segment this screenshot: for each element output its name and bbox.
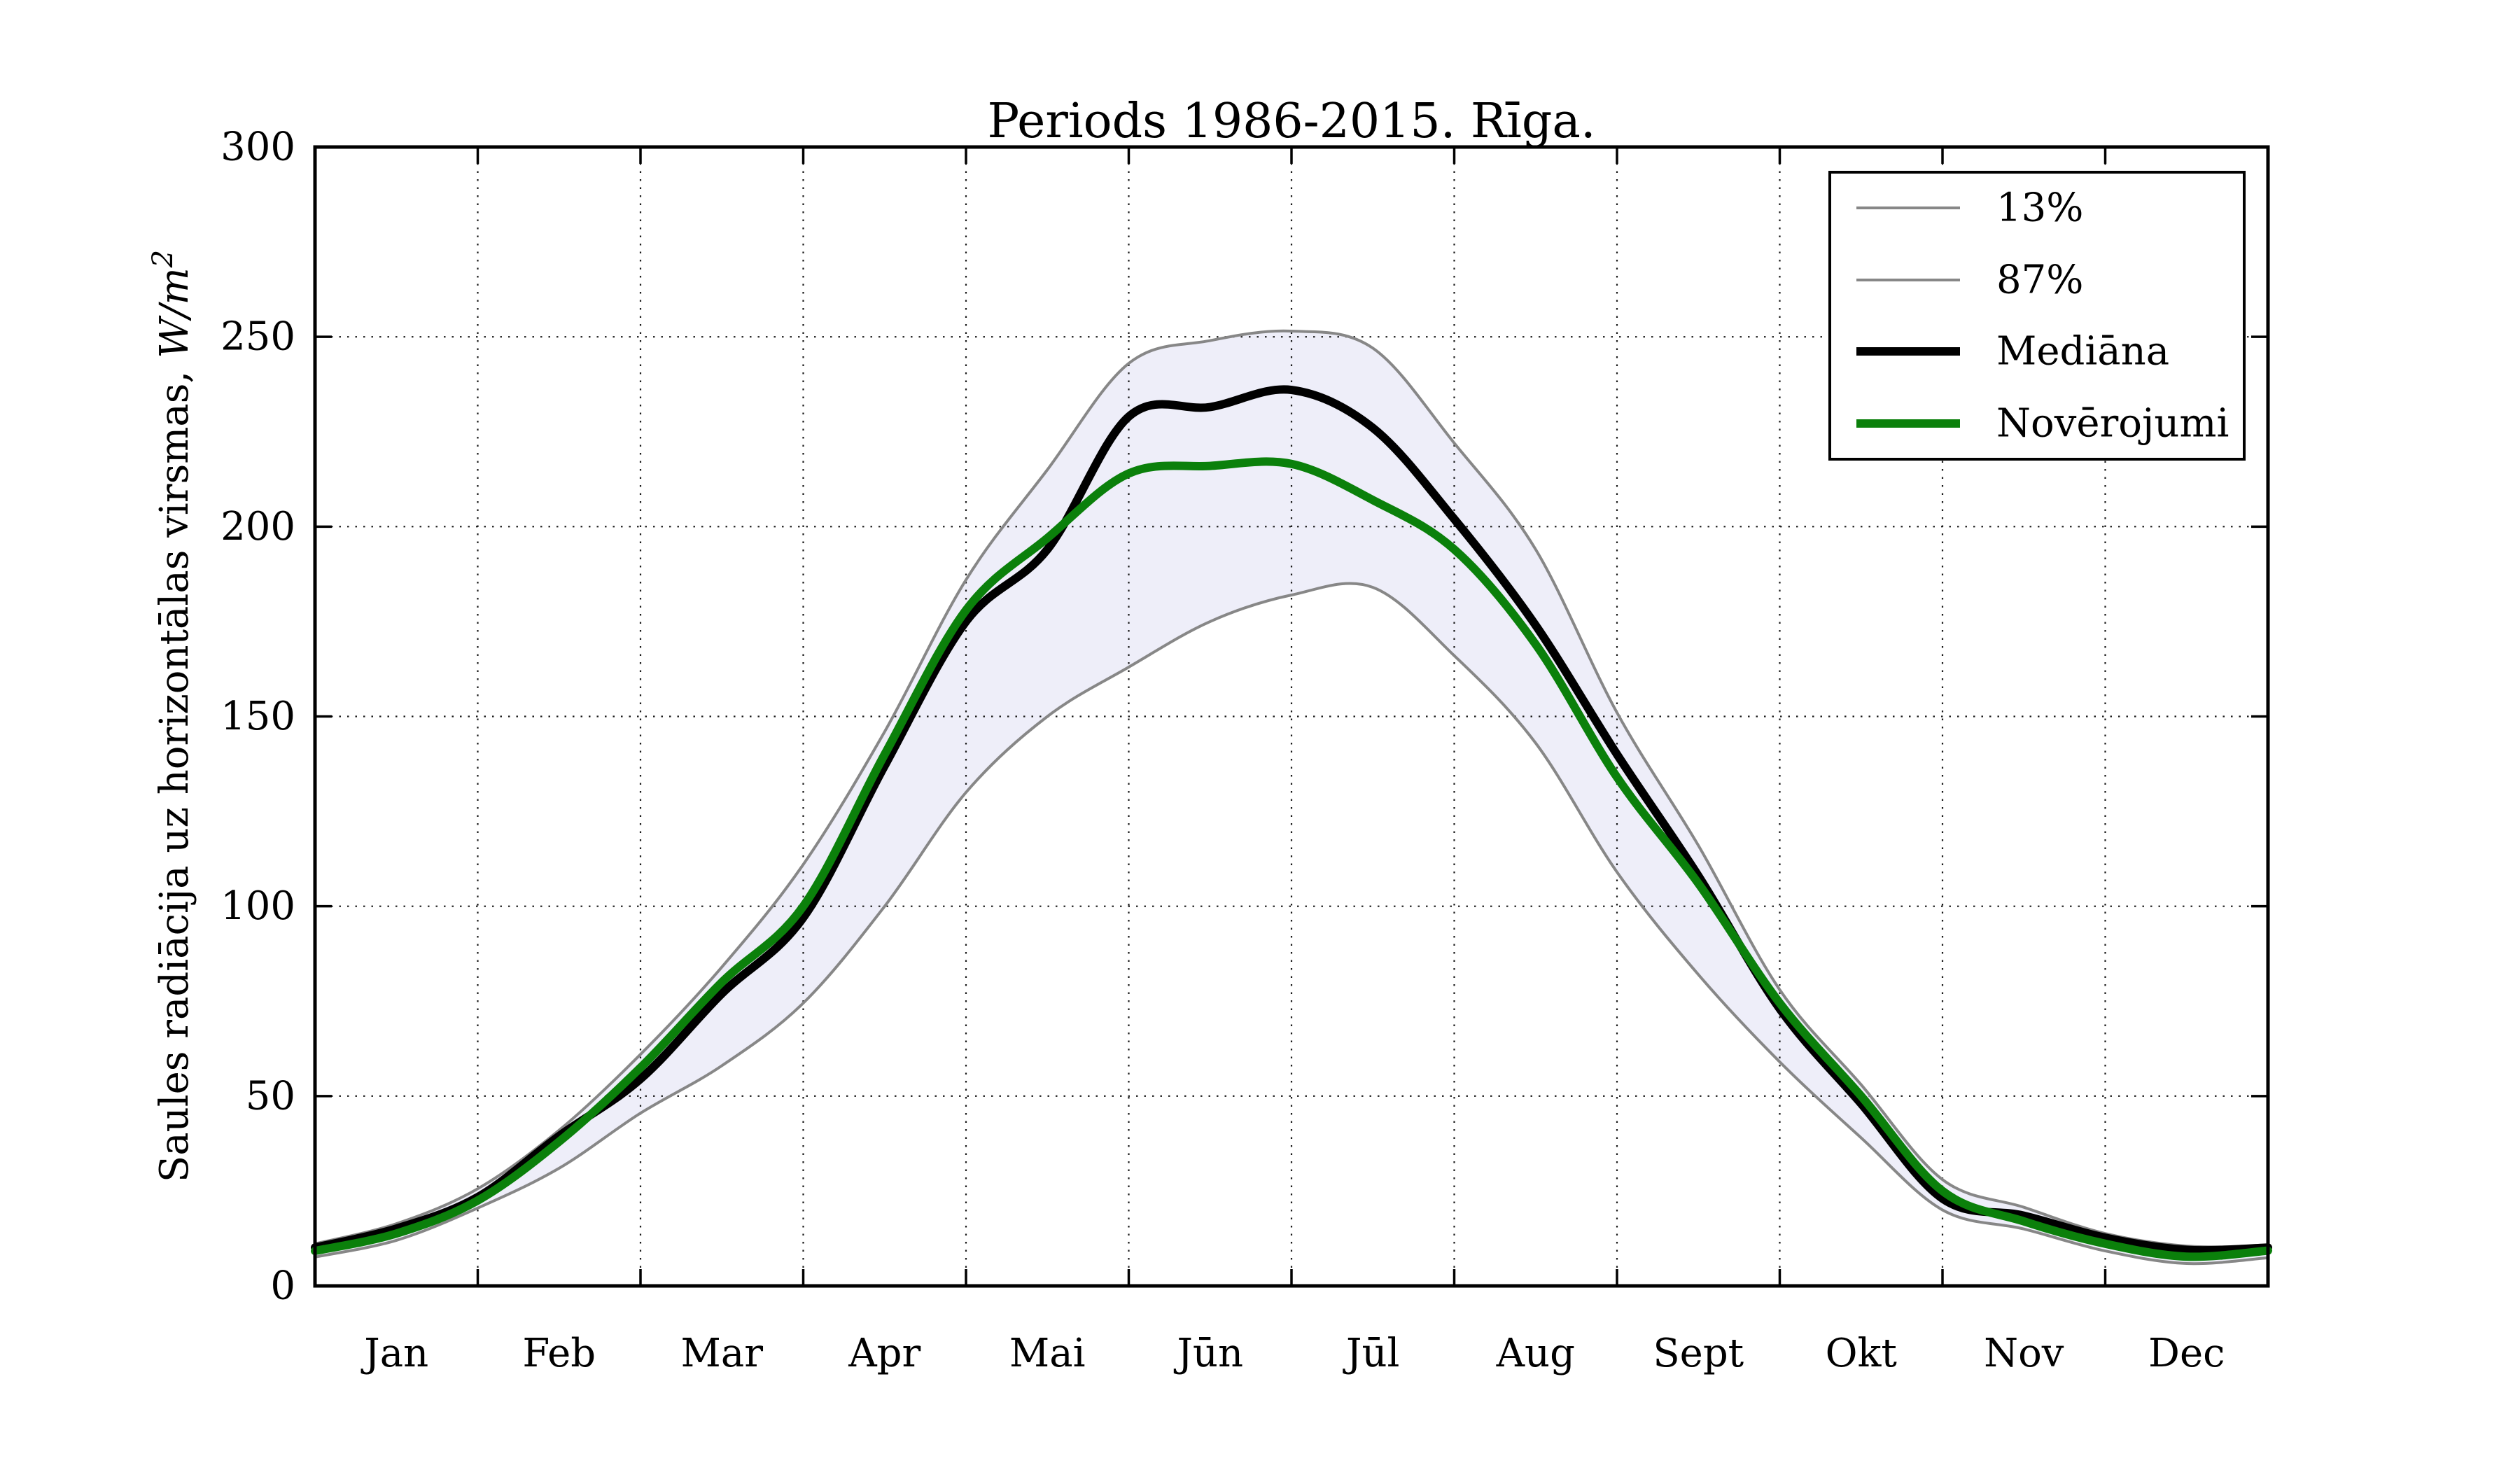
legend-label-noverojumi: Novērojumi <box>1996 401 2229 447</box>
x-tick-label-okt: Okt <box>1826 1331 1898 1376</box>
curve-13 <box>314 582 2269 1266</box>
legend-label-87-percent: 87% <box>1996 258 2083 303</box>
x-tick-label-apr: Apr <box>848 1331 920 1376</box>
y-axis-label-text: Saules radiācija uz horizontālas virsmas… <box>152 358 197 1182</box>
curve-noverojumi <box>311 457 2272 1261</box>
x-tick-label-jan: Jan <box>360 1331 428 1376</box>
y-tick-label: 200 <box>220 504 295 550</box>
y-tick-label: 0 <box>270 1264 295 1309</box>
x-tick-label-feb: Feb <box>522 1331 596 1376</box>
curve-mediana <box>311 385 2272 1255</box>
legend-box <box>1828 171 2246 461</box>
x-tick-label-mar: Mar <box>681 1331 764 1376</box>
y-tick-label: 150 <box>220 694 295 739</box>
y-axis-label-units: W/m <box>152 267 197 358</box>
y-tick-label: 300 <box>220 125 295 170</box>
plot-frame <box>313 145 2270 1288</box>
y-axis-label: Saules radiācija uz horizontālas virsmas… <box>147 250 197 1182</box>
curves-layer <box>311 329 2272 1266</box>
legend-label-mediana: Mediāna <box>1996 329 2169 374</box>
chart-title: Periods 1986-2015. Rīga. <box>987 94 1595 149</box>
percentile-band <box>315 330 2268 1264</box>
y-tick-label: 50 <box>246 1073 295 1119</box>
x-tick-label-sept: Sept <box>1653 1331 1744 1376</box>
tick-labels-layer: 0 50 100 150 200 250 300 Jan Feb Mar Apr Mai Jūn Jūl A… <box>220 125 2225 1377</box>
y-axis-label-exponent: 2 <box>147 250 179 268</box>
x-tick-label-aug: Aug <box>1496 1331 1575 1376</box>
x-tick-label-dec: Dec <box>2148 1331 2225 1376</box>
curve-87 <box>314 329 2269 1249</box>
x-tick-label-nov: Nov <box>1984 1331 2064 1376</box>
legend: 13% 87% Mediāna Novērojumi <box>1828 171 2246 461</box>
y-tick-label: 250 <box>220 314 295 360</box>
legend-samples <box>1856 206 1960 428</box>
y-tick-label: 100 <box>220 883 295 929</box>
x-tick-label-mai: Mai <box>1009 1331 1086 1376</box>
x-tick-label-jul: Jūl <box>1343 1331 1399 1376</box>
percentile-band-layer <box>315 330 2268 1264</box>
legend-label-13-percent: 13% <box>1996 186 2083 231</box>
x-tick-label-jun: Jūn <box>1173 1331 1243 1376</box>
